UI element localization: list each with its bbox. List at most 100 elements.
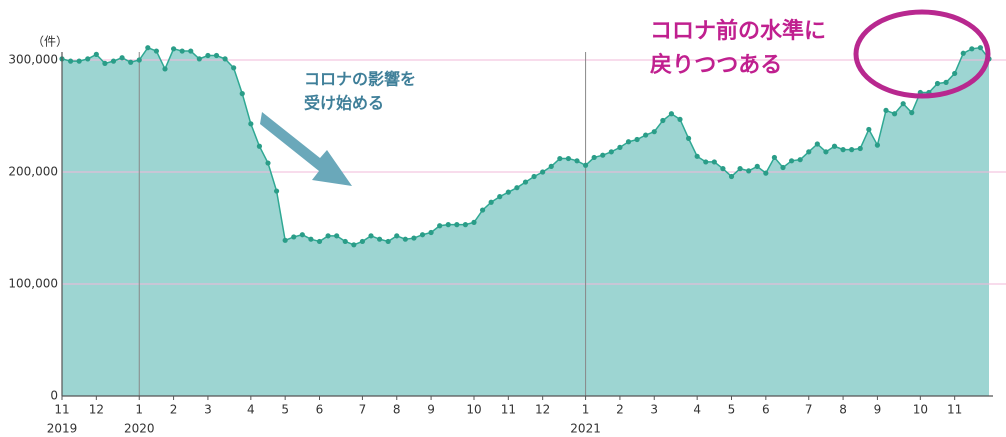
x-tick-label: 2 bbox=[616, 403, 624, 417]
y-tick-label: 0 bbox=[50, 389, 58, 403]
data-point bbox=[196, 56, 202, 62]
data-point bbox=[351, 242, 357, 248]
data-point bbox=[102, 60, 108, 66]
data-point bbox=[522, 179, 529, 185]
x-tick-label: 6 bbox=[316, 403, 324, 417]
y-tick-label: 300,000 bbox=[8, 53, 58, 67]
x-tick-label: 10 bbox=[913, 403, 928, 417]
data-point bbox=[806, 149, 812, 155]
highlight-ellipse bbox=[853, 9, 991, 99]
data-point bbox=[548, 163, 554, 169]
data-point bbox=[76, 58, 82, 64]
data-point bbox=[394, 233, 400, 239]
data-point bbox=[153, 48, 160, 54]
data-point bbox=[900, 101, 906, 107]
data-point bbox=[952, 70, 958, 77]
data-point bbox=[93, 51, 99, 58]
data-point bbox=[454, 222, 460, 228]
x-tick-label: 10 bbox=[466, 403, 481, 417]
data-point bbox=[273, 188, 280, 194]
data-point bbox=[857, 145, 863, 152]
data-point bbox=[136, 57, 142, 63]
data-point bbox=[746, 168, 752, 174]
y-unit: （件） bbox=[32, 35, 68, 49]
x-tick-label: 7 bbox=[359, 403, 367, 417]
data-point bbox=[840, 147, 846, 153]
data-point bbox=[814, 141, 820, 147]
data-point bbox=[128, 59, 134, 65]
x-tick-label: 4 bbox=[693, 403, 701, 417]
x-tick-label: 11 bbox=[501, 403, 516, 417]
data-point bbox=[368, 233, 374, 239]
data-point bbox=[170, 46, 177, 52]
data-point bbox=[145, 45, 151, 51]
data-point bbox=[891, 111, 898, 117]
data-point bbox=[162, 66, 168, 72]
data-point bbox=[205, 52, 211, 59]
annotation: コロナの影響を bbox=[304, 70, 416, 89]
data-point bbox=[471, 219, 477, 225]
data-point bbox=[67, 58, 74, 64]
data-point bbox=[617, 144, 623, 150]
data-point bbox=[771, 154, 778, 161]
data-point bbox=[437, 223, 443, 229]
data-point bbox=[780, 164, 786, 171]
data-point bbox=[119, 55, 125, 61]
data-point bbox=[213, 52, 220, 59]
data-point bbox=[694, 153, 700, 159]
data-point bbox=[85, 56, 91, 62]
data-point bbox=[531, 173, 537, 180]
data-point bbox=[634, 136, 640, 143]
area-fill bbox=[62, 47, 989, 397]
year-label: 2021 bbox=[570, 422, 601, 436]
y-tick-label: 200,000 bbox=[8, 165, 58, 179]
data-point bbox=[711, 159, 717, 165]
data-point bbox=[677, 116, 683, 122]
data-point bbox=[565, 155, 572, 162]
data-point bbox=[600, 152, 606, 158]
data-point bbox=[874, 142, 881, 148]
x-tick-label: 5 bbox=[728, 403, 736, 417]
data-point bbox=[291, 234, 297, 240]
y-tick-label: 100,000 bbox=[8, 277, 58, 291]
x-tick-label: 8 bbox=[393, 403, 401, 417]
data-point bbox=[514, 185, 520, 191]
data-point bbox=[643, 132, 649, 138]
data-point bbox=[788, 158, 795, 164]
data-point bbox=[668, 111, 675, 117]
x-tick-label: 4 bbox=[247, 403, 255, 417]
data-point bbox=[660, 117, 666, 124]
data-point bbox=[110, 58, 117, 64]
data-point bbox=[248, 121, 254, 127]
data-point bbox=[797, 157, 803, 163]
annotation: コロナ前の水準に bbox=[650, 18, 826, 44]
annotation: 受け始める bbox=[304, 94, 384, 113]
data-point bbox=[462, 222, 469, 228]
data-point bbox=[582, 162, 589, 168]
data-point bbox=[411, 235, 417, 241]
data-point bbox=[883, 107, 889, 113]
x-tick-label: 1 bbox=[582, 403, 590, 417]
data-point bbox=[316, 238, 323, 245]
year-label: 2019 bbox=[47, 422, 78, 436]
data-point bbox=[325, 233, 331, 239]
data-point bbox=[334, 233, 340, 239]
data-point bbox=[479, 207, 486, 213]
data-point bbox=[849, 147, 855, 153]
x-tick-label: 3 bbox=[650, 403, 658, 417]
data-point bbox=[823, 149, 829, 155]
x-tick-label: 12 bbox=[89, 403, 104, 417]
data-point bbox=[376, 236, 383, 242]
x-tick-label: 11 bbox=[54, 403, 69, 417]
data-point bbox=[831, 143, 838, 149]
data-point bbox=[909, 110, 915, 116]
data-point bbox=[385, 238, 391, 245]
data-point bbox=[222, 56, 228, 62]
data-point bbox=[359, 238, 366, 245]
x-tick-label: 1 bbox=[135, 403, 143, 417]
data-point bbox=[239, 91, 245, 97]
data-point bbox=[943, 79, 949, 85]
data-point bbox=[256, 143, 263, 149]
data-point bbox=[497, 194, 503, 200]
arrow bbox=[260, 112, 352, 186]
